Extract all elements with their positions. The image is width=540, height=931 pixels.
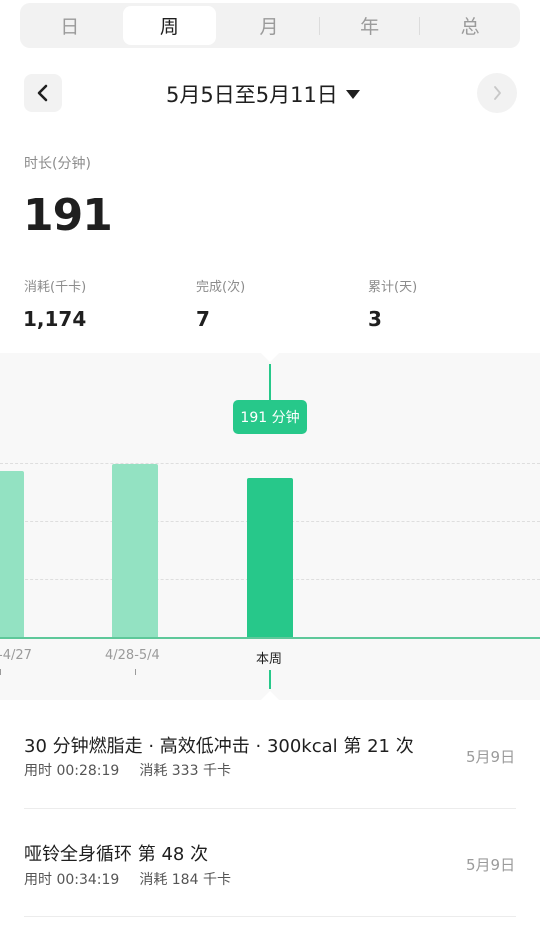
tab-total[interactable]: 总 bbox=[423, 6, 517, 45]
chart-baseline bbox=[0, 637, 540, 639]
divider bbox=[24, 916, 516, 917]
prev-week-button[interactable] bbox=[24, 74, 62, 112]
chart-pointer-bottom bbox=[261, 691, 279, 700]
record-duration: 用时 00:28:19 bbox=[24, 763, 120, 779]
tab-week-label: 周 bbox=[159, 16, 179, 38]
gridline bbox=[0, 463, 540, 464]
tab-separator bbox=[318, 16, 320, 35]
chart-tooltip: 191 分钟 bbox=[233, 400, 307, 434]
tab-week[interactable]: 周 bbox=[122, 6, 217, 45]
tab-day[interactable]: 日 bbox=[23, 6, 117, 45]
chevron-left-icon bbox=[37, 84, 48, 102]
record-title[interactable]: 30 分钟燃脂走 · 高效低冲击 · 300kcal 第 21 次 bbox=[24, 736, 414, 757]
calories-label: 消耗(千卡) bbox=[24, 280, 87, 295]
record-duration: 用时 00:34:19 bbox=[24, 872, 120, 888]
record-title[interactable]: 哑铃全身循环 第 48 次 bbox=[24, 844, 209, 865]
caret-down-icon bbox=[345, 89, 360, 99]
next-week-button[interactable] bbox=[477, 73, 517, 113]
record-meta: 用时 00:28:19 消耗 333 千卡 bbox=[24, 760, 251, 780]
bar-week-1[interactable] bbox=[112, 464, 158, 637]
tab-separator bbox=[419, 16, 421, 35]
tab-month[interactable]: 月 bbox=[222, 6, 316, 45]
record-calories: 消耗 333 千卡 bbox=[139, 763, 231, 779]
bar-week-0[interactable] bbox=[0, 471, 24, 637]
record-date: 5月9日 bbox=[466, 748, 516, 766]
chart-pointer-top bbox=[261, 353, 279, 362]
x-tick-label: 本周 bbox=[256, 652, 283, 667]
record-calories: 消耗 184 千卡 bbox=[139, 872, 231, 888]
period-tabs: 日 周 月 年 总 bbox=[20, 3, 520, 48]
duration-label: 时长(分钟) bbox=[24, 156, 91, 172]
date-range-label: 5月5日至5月11日 bbox=[166, 83, 338, 107]
tab-year[interactable]: 年 bbox=[323, 6, 417, 45]
days-value: 3 bbox=[368, 307, 382, 331]
bar-current-week[interactable] bbox=[247, 478, 293, 637]
duration-value: 191 bbox=[23, 190, 113, 241]
tab-month-label: 月 bbox=[259, 16, 279, 38]
calories-value: 1,174 bbox=[23, 307, 87, 331]
x-tick bbox=[135, 669, 136, 675]
x-tick bbox=[0, 669, 1, 675]
date-range-selector[interactable]: 5月5日至5月11日 bbox=[166, 78, 360, 110]
chevron-right-icon bbox=[494, 86, 501, 100]
x-tick-label: -4/27 bbox=[0, 648, 32, 663]
completed-label: 完成(次) bbox=[196, 280, 246, 295]
tab-total-label: 总 bbox=[460, 16, 480, 38]
selection-line bbox=[269, 364, 271, 433]
tab-day-label: 日 bbox=[60, 16, 80, 38]
completed-value: 7 bbox=[196, 307, 210, 331]
days-label: 累计(天) bbox=[368, 280, 418, 295]
record-date: 5月9日 bbox=[466, 856, 516, 874]
divider bbox=[24, 808, 516, 809]
selection-line-bottom bbox=[269, 670, 271, 689]
x-tick-label: 4/28-5/4 bbox=[105, 648, 160, 663]
record-meta: 用时 00:34:19 消耗 184 千卡 bbox=[24, 869, 251, 889]
tab-year-label: 年 bbox=[360, 16, 380, 38]
